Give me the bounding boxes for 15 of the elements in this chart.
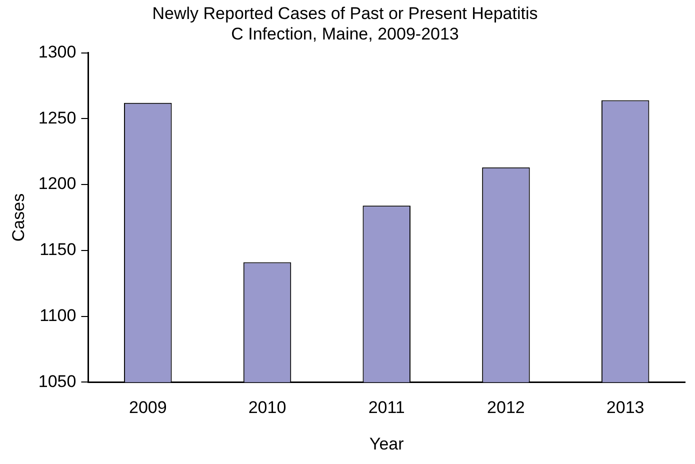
x-axis-title: Year	[369, 434, 404, 454]
x-tick-label: 2011	[368, 398, 405, 418]
x-tick-label: 2010	[248, 398, 286, 418]
text: Newly Reported Cases of Past or Present Hepatitis	[152, 4, 538, 23]
y-axis-title: Cases	[8, 193, 28, 242]
y-tick-label: 1250	[38, 108, 76, 128]
y-tick-label: 1200	[38, 174, 76, 194]
x-tick-label: 2012	[487, 398, 525, 418]
x-tick-label: 2013	[606, 398, 644, 418]
y-tick-label: 1050	[38, 372, 76, 391]
y-tick-label: 1150	[40, 240, 76, 260]
x-tick-label: 2009	[128, 398, 167, 418]
text: C Infection, Maine, 2009-2013	[231, 24, 459, 44]
y-tick-label: 1100	[40, 306, 76, 326]
y-tick-label: 1300	[38, 42, 76, 62]
